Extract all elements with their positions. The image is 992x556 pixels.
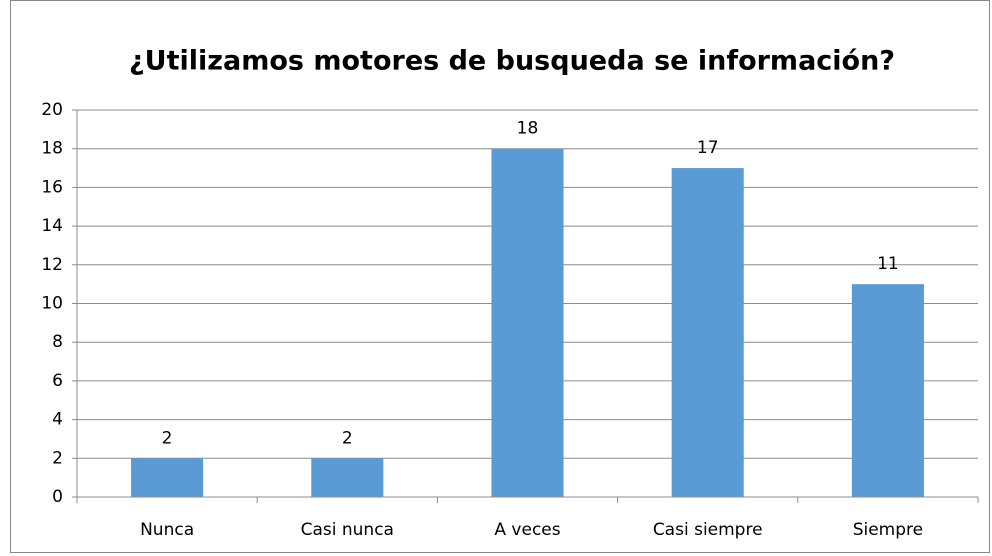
y-tick-label: 12 (41, 255, 63, 275)
bar (851, 284, 924, 497)
data-label: 2 (342, 428, 353, 448)
x-tick-label: Casi siempre (653, 520, 763, 540)
data-label: 17 (697, 138, 719, 158)
y-tick-label: 6 (52, 371, 63, 391)
x-tick-label: Siempre (853, 520, 923, 540)
y-tick-label: 8 (52, 332, 63, 352)
x-tick-label: A veces (494, 520, 560, 540)
chart-title: ¿Utilizamos motores de busqueda se infor… (129, 46, 895, 77)
y-tick-label: 4 (52, 410, 63, 430)
y-tick-label: 16 (41, 177, 63, 197)
x-tick-label: Casi nunca (301, 520, 394, 540)
y-tick-label: 0 (52, 487, 63, 507)
bar (491, 148, 564, 497)
data-label: 2 (162, 428, 173, 448)
y-tick-label: 14 (41, 216, 63, 236)
y-tick-label: 2 (52, 448, 63, 468)
data-label: 11 (877, 254, 899, 274)
bar (131, 458, 204, 497)
bar (671, 168, 744, 498)
y-tick-label: 18 (41, 139, 63, 159)
bar (311, 458, 384, 497)
data-label: 18 (517, 119, 539, 139)
y-tick-label: 20 (41, 100, 63, 120)
y-tick-label: 10 (41, 294, 63, 314)
x-tick-label: Nunca (140, 520, 194, 540)
